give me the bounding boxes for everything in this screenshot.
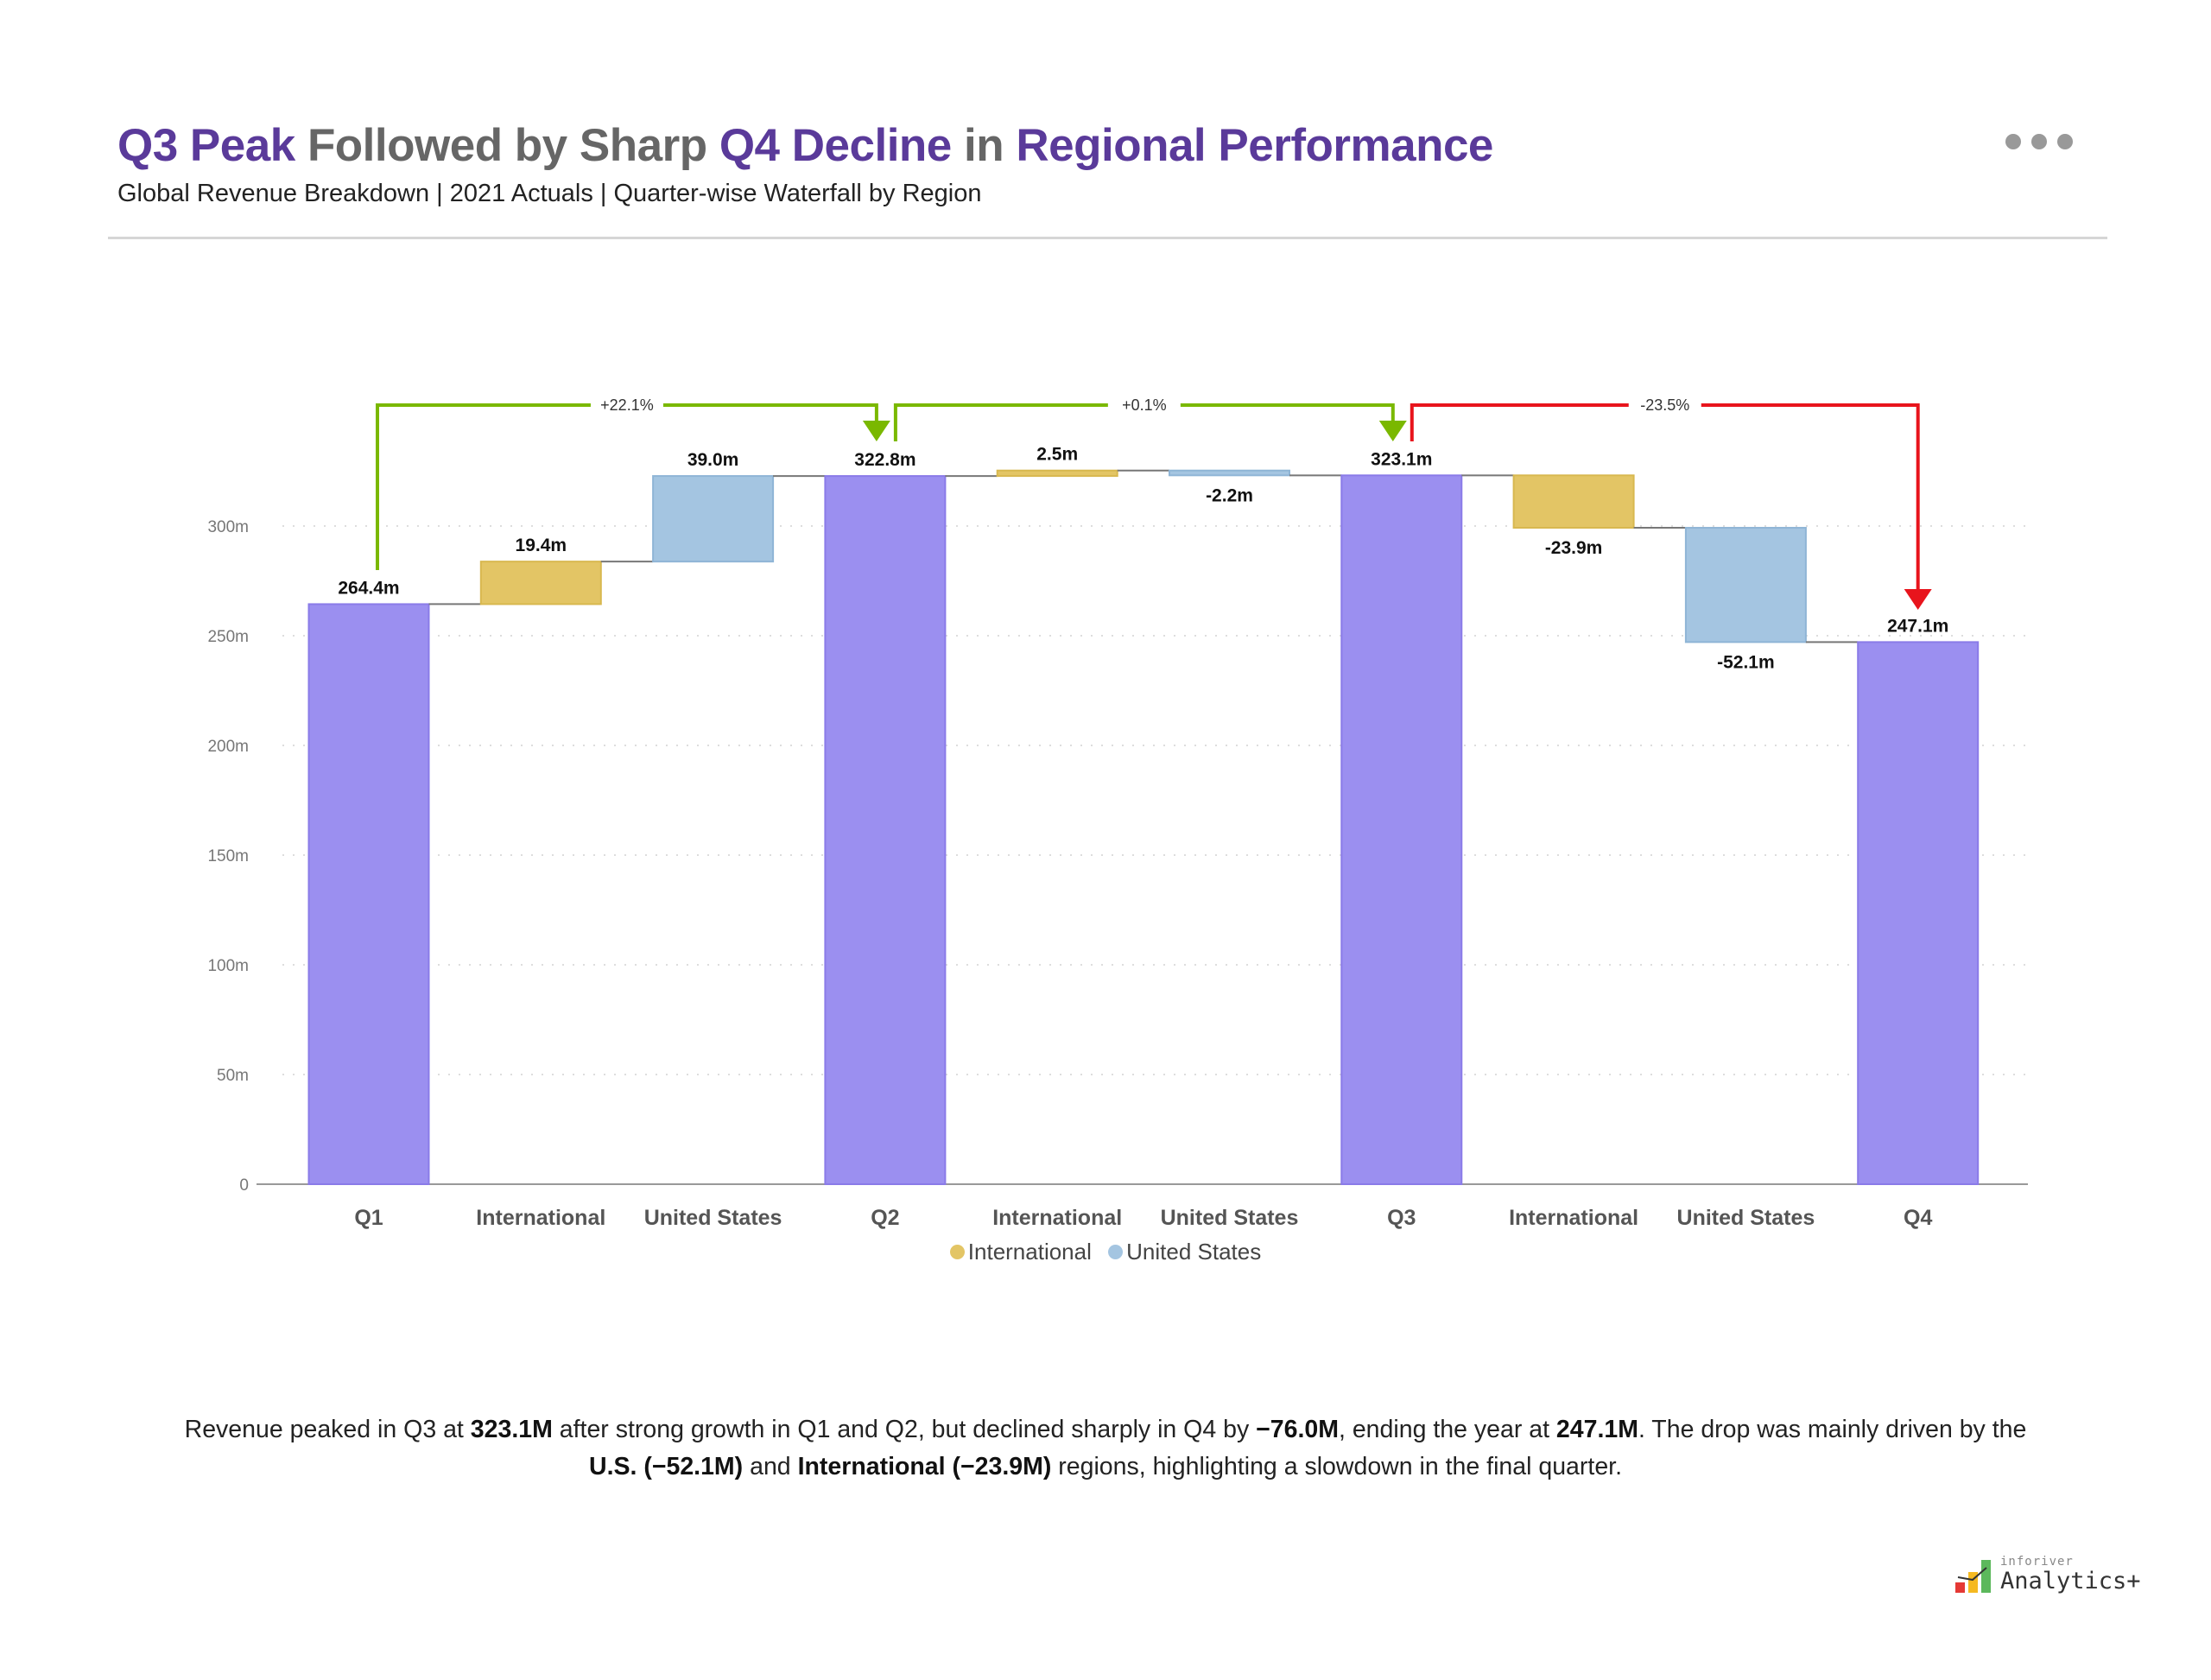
data-label: -2.2m — [1206, 485, 1253, 505]
category-label: Q1 — [354, 1206, 383, 1230]
variance-bracket-line — [376, 403, 878, 570]
logo-small-text: inforiver — [2000, 1555, 2074, 1569]
category-label: International — [992, 1206, 1122, 1230]
desc-text: . The drop was mainly driven by the — [1638, 1416, 2027, 1443]
desc-text: , ending the year at — [1339, 1416, 1556, 1443]
bar-q4 — [1857, 641, 1980, 1185]
bar-q1 — [307, 603, 430, 1185]
arrow-down-icon — [862, 421, 890, 441]
data-label: -23.9m — [1545, 538, 1603, 558]
page-subtitle: Global Revenue Breakdown | 2021 Actuals … — [117, 180, 982, 207]
legend-item-international[interactable]: International — [949, 1239, 1092, 1265]
bar-q2 — [824, 475, 947, 1185]
category-label: United States — [644, 1206, 782, 1230]
y-tick-label: 300m — [207, 518, 249, 536]
variance-label: +0.1% — [1122, 396, 1167, 414]
title-part: Regional Performance — [1016, 120, 1493, 171]
y-tick-label: 0 — [239, 1176, 249, 1195]
bar-united-states — [1169, 469, 1290, 477]
data-label: 322.8m — [854, 450, 915, 470]
ellipsis-icon — [2031, 134, 2047, 149]
chart-description: Revenue peaked in Q3 at 323.1M after str… — [104, 1411, 2107, 1486]
arrow-down-red-icon — [1904, 589, 1932, 610]
data-label: 39.0m — [687, 450, 739, 470]
data-label: 2.5m — [1036, 445, 1078, 465]
desc-highlight: U.S. (−52.1M) — [588, 1453, 744, 1480]
desc-text: Revenue peaked in Q3 at — [184, 1416, 471, 1443]
data-label: -52.1m — [1717, 652, 1775, 672]
variance-label-bg — [590, 393, 663, 417]
y-tick-label: 50m — [217, 1067, 249, 1085]
variance-bracket-line — [1410, 403, 1920, 591]
data-label: 19.4m — [516, 536, 567, 555]
data-label: 323.1m — [1371, 449, 1432, 469]
bar-chart-logo-icon — [1955, 1560, 1991, 1593]
title-part: Followed by Sharp — [307, 120, 719, 171]
variance-label: +22.1% — [600, 396, 654, 414]
page-title: Q3 Peak Followed by Sharp Q4 Decline in … — [117, 119, 1493, 172]
ellipsis-icon — [2057, 134, 2073, 149]
legend-item-united-states[interactable]: United States — [1108, 1239, 1261, 1265]
bar-international — [479, 561, 602, 605]
arrow-down-icon — [1378, 421, 1407, 441]
category-label: International — [1509, 1206, 1638, 1230]
y-tick-label: 250m — [207, 628, 249, 646]
category-label: Q2 — [871, 1206, 899, 1230]
data-label: 247.1m — [1887, 616, 1948, 636]
legend-label: International — [967, 1239, 1092, 1265]
more-options-button[interactable] — [2005, 134, 2073, 149]
y-tick-label: 200m — [207, 738, 249, 756]
desc-text: after strong growth in Q1 and Q2, but de… — [552, 1416, 1257, 1443]
legend-swatch-international — [949, 1245, 965, 1259]
category-label: United States — [1161, 1206, 1299, 1230]
category-label: Q3 — [1387, 1206, 1416, 1230]
category-label: United States — [1677, 1206, 1815, 1230]
desc-highlight: 323.1M — [470, 1416, 553, 1443]
bar-united-states — [1684, 527, 1807, 643]
ellipsis-icon — [2005, 134, 2021, 149]
bar-international — [1512, 474, 1635, 529]
desc-highlight: −76.0M — [1256, 1416, 1339, 1443]
category-label: International — [476, 1206, 605, 1230]
variance-label-bg — [1107, 393, 1181, 417]
legend-swatch-united-states — [1108, 1245, 1124, 1259]
desc-text: and — [743, 1453, 798, 1480]
logo-big-text: Analytics+ — [2000, 1568, 2141, 1594]
bar-q3 — [1340, 474, 1463, 1185]
chart-legend: International United States — [0, 1239, 2211, 1265]
inforiver-logo: inforiver Analytics+ — [1954, 1555, 2141, 1594]
variance-label-bg — [1628, 393, 1701, 417]
bar-international — [996, 469, 1118, 478]
category-label: Q4 — [1904, 1206, 1932, 1230]
legend-label: United States — [1126, 1239, 1262, 1265]
y-tick-label: 100m — [207, 957, 249, 975]
desc-text: regions, highlighting a slowdown in the … — [1051, 1453, 1623, 1480]
title-part: Q4 Decline — [719, 120, 965, 171]
desc-highlight: 247.1M — [1555, 1416, 1638, 1443]
y-tick-label: 150m — [207, 847, 249, 865]
desc-highlight: International (−23.9M) — [797, 1453, 1052, 1480]
title-part: Q3 Peak — [117, 120, 307, 171]
data-label: 264.4m — [338, 578, 399, 598]
title-part: in — [964, 120, 1017, 171]
header-divider — [108, 237, 2107, 239]
bar-united-states — [652, 475, 775, 563]
variance-label: -23.5% — [1640, 396, 1689, 414]
